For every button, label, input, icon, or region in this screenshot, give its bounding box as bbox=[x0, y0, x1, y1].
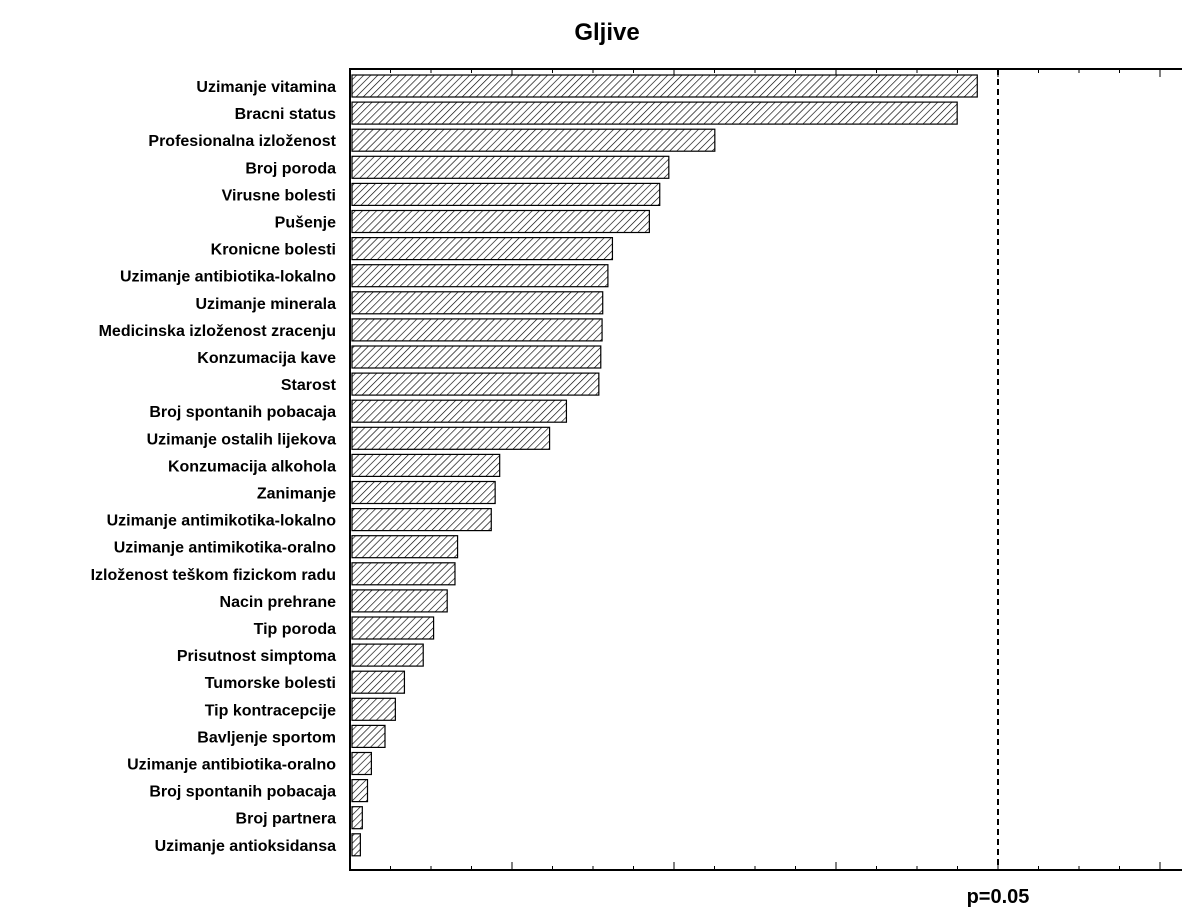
axis-ticks bbox=[390, 69, 1161, 870]
bar bbox=[351, 778, 369, 803]
bar bbox=[351, 480, 496, 505]
plot-frame bbox=[349, 68, 1182, 871]
category-label: Broj spontanih pobacaja bbox=[149, 404, 336, 421]
category-label: Zanimanje bbox=[257, 486, 336, 503]
category-label: Virusne bolesti bbox=[222, 187, 336, 204]
bar bbox=[351, 535, 459, 559]
category-label: Pušenje bbox=[275, 215, 336, 232]
category-label: Uzimanje antibiotika-oralno bbox=[127, 757, 336, 774]
bar bbox=[351, 806, 363, 830]
category-labels: Uzimanje vitamina Bracni status Profesiona… bbox=[91, 79, 337, 855]
bar bbox=[351, 182, 661, 206]
category-label: Broj partnera bbox=[236, 811, 337, 828]
category-label: Starost bbox=[281, 377, 337, 394]
bar bbox=[351, 264, 609, 288]
category-label: Uzimanje minerala bbox=[196, 296, 337, 313]
bar bbox=[351, 589, 448, 613]
category-label: Uzimanje antimikotika-lokalno bbox=[107, 513, 337, 530]
bar bbox=[351, 697, 396, 721]
reference-line-label: p=0.05 bbox=[967, 886, 1030, 908]
category-label: Broj poroda bbox=[245, 160, 336, 177]
category-label: Uzimanje ostalih lijekova bbox=[147, 431, 337, 448]
category-label: Medicinska izloženost zracenju bbox=[99, 323, 336, 340]
category-label: Izloženost teškom fizickom radu bbox=[91, 567, 336, 584]
bar bbox=[351, 833, 361, 857]
bar bbox=[351, 751, 372, 776]
bar bbox=[351, 426, 551, 450]
category-label: Uzimanje antioksidansa bbox=[155, 838, 336, 855]
category-label: Uzimanje antibiotika-lokalno bbox=[120, 269, 336, 286]
bar bbox=[351, 616, 435, 640]
bar bbox=[351, 453, 501, 477]
bar bbox=[351, 508, 492, 532]
bar bbox=[351, 128, 716, 152]
category-label: Tumorske bolesti bbox=[205, 675, 336, 692]
bar bbox=[351, 209, 650, 234]
category-label: Nacin prehrane bbox=[220, 594, 337, 611]
bar bbox=[351, 318, 603, 342]
category-label: Konzumacija kave bbox=[197, 350, 336, 367]
bar bbox=[351, 670, 406, 694]
chart-title: Gljive bbox=[574, 19, 639, 46]
bar bbox=[351, 562, 456, 586]
bar bbox=[351, 291, 604, 315]
bar bbox=[351, 101, 958, 125]
bar bbox=[351, 724, 386, 749]
category-label: Uzimanje vitamina bbox=[196, 79, 336, 96]
category-label: Uzimanje antimikotika-oralno bbox=[114, 540, 336, 557]
bar bbox=[351, 399, 568, 423]
category-label: Broj spontanih pobacaja bbox=[149, 784, 336, 801]
bar bbox=[351, 74, 978, 98]
bar bbox=[351, 643, 424, 667]
bar bbox=[351, 155, 670, 179]
bar bbox=[351, 237, 614, 261]
bar bbox=[351, 345, 602, 369]
category-label: Prisutnost simptoma bbox=[177, 648, 336, 665]
category-label: Kronicne bolesti bbox=[211, 242, 336, 259]
bar bbox=[351, 372, 600, 396]
category-label: Tip kontracepcije bbox=[205, 702, 336, 719]
category-label: Tip poroda bbox=[254, 621, 336, 638]
bars bbox=[351, 74, 978, 857]
category-label: Konzumacija alkohola bbox=[168, 458, 336, 475]
category-label: Bavljenje sportom bbox=[197, 729, 336, 746]
category-label: Bracni status bbox=[235, 106, 336, 123]
category-label: Profesionalna izloženost bbox=[148, 133, 336, 150]
